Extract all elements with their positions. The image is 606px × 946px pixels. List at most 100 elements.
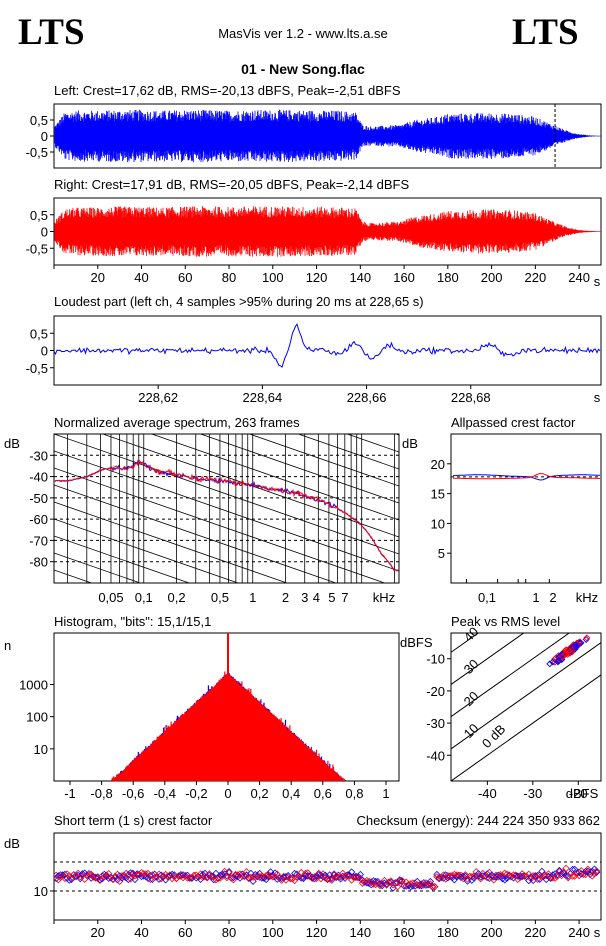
short-crest-point-l-114 <box>299 874 308 883</box>
spectrum-diag-7 <box>199 434 399 504</box>
short-crest-point-r-243 <box>582 870 590 879</box>
spectrum-ytick-0: -30 <box>29 448 48 463</box>
spectrum-diag-8 <box>150 434 399 521</box>
logo-left: LTS <box>18 12 85 53</box>
short-crest-xtick-0: 20 <box>91 925 105 940</box>
short-crest-point-r-212 <box>514 875 522 884</box>
spectrum-title: Normalized average spectrum, 263 frames <box>54 415 300 430</box>
spectrum-xtick-1: 0,1 <box>135 590 153 605</box>
loudest-ytick-0: 0,5 <box>30 326 48 341</box>
short-crest-point-l-222 <box>536 875 544 883</box>
peak-rms-point-24 <box>546 660 554 668</box>
short-crest-point-r-2 <box>54 875 63 884</box>
wave-right-trace <box>54 206 601 257</box>
histogram-xtick-8: 0,6 <box>314 786 332 801</box>
loudest-ytick-2: -0,5 <box>26 361 48 376</box>
short-crest-point-l-136 <box>347 868 356 876</box>
spectrum-frame <box>53 433 400 584</box>
histogram-xtick-6: 0,2 <box>251 786 269 801</box>
wave-right-xunit: s <box>594 274 601 289</box>
allpass-xtick-2: 2 <box>549 590 556 605</box>
short-crest-point-l-131 <box>336 875 345 883</box>
loudest-ytick-1: 0 <box>41 344 48 359</box>
peak-rms-ytick-2: -30 <box>426 716 445 731</box>
spectrum-xtick-3: 0,5 <box>211 590 229 605</box>
short-crest-points <box>54 864 601 892</box>
wave-right-xtick-2: 60 <box>178 270 192 285</box>
wave-right-xtick-9: 200 <box>481 270 503 285</box>
spectrum-diag-16 <box>54 535 191 583</box>
short-crest-xtick-11: 240 <box>568 925 590 940</box>
histogram-xtick-9: 0,8 <box>345 786 363 801</box>
short-crest-point-r-79 <box>223 873 231 882</box>
short-crest-point-r-140 <box>356 874 364 882</box>
wave-right-ytick-2: -0,5 <box>26 241 48 256</box>
short-crest-point-r-195 <box>476 875 485 883</box>
histogram-xtick-3: -0,4 <box>154 786 176 801</box>
logo-right: LTS <box>512 12 579 53</box>
histogram-xtick-5: 0 <box>224 786 231 801</box>
short-crest-point-r-136 <box>347 876 356 884</box>
allpass-xunit: kHz <box>576 590 598 605</box>
spectrum-xtick-2: 0,2 <box>168 590 186 605</box>
short-crest-point-r-121 <box>315 869 323 878</box>
spectrum-xtick-8: 5 <box>328 590 335 605</box>
spectrum-right-trace <box>54 459 399 572</box>
peak-rms-point-75 <box>576 638 584 646</box>
peak-rms-xtick-0: -40 <box>478 786 497 801</box>
short-crest-xtick-1: 40 <box>134 925 148 940</box>
short-crest-xtick-2: 60 <box>178 925 192 940</box>
short-crest-point-l-63 <box>188 874 196 882</box>
peak-rms-ytick-3: -40 <box>426 748 445 763</box>
allpass-frame <box>450 433 602 584</box>
short-crest-point-l-139 <box>354 872 362 881</box>
histogram-ytick-1: 100 <box>26 710 48 725</box>
peak-rms-xunit: dBFS <box>566 786 599 801</box>
allpass-xtick-1: 1 <box>532 590 539 605</box>
wave-right-xtick-11: 240 <box>568 270 590 285</box>
short-crest-title: Short term (1 s) crest factor <box>54 813 213 828</box>
short-crest-point-l-183 <box>450 876 459 884</box>
short-crest-point-r-199 <box>485 868 494 877</box>
wave-right-ytick-1: 0 <box>41 225 48 240</box>
short-crest-point-r-41 <box>140 870 148 878</box>
wave-left-ytick-1: 0 <box>41 129 48 144</box>
dynamic-layer: 0,50-0,50,50-0,520 40 60 80 100 120 140 160 180 2… <box>19 103 602 940</box>
short-crest-point-l-67 <box>196 875 205 884</box>
short-crest-point-l-80 <box>225 868 233 876</box>
wave-right-xtick-4: 100 <box>262 270 284 285</box>
short-crest-point-l-172 <box>426 877 435 886</box>
short-crest-xunit: s <box>594 925 601 940</box>
peak-rms-xtick-2: -20 <box>569 786 588 801</box>
spectrum-diag-17 <box>54 552 142 583</box>
short-crest-point-r-193 <box>472 868 480 876</box>
short-crest-xtick-5: 120 <box>306 925 328 940</box>
allpass-ytick-0: 20 <box>431 457 445 472</box>
short-crest-point-r-248 <box>592 867 601 875</box>
spectrum-ytick-2: -50 <box>29 491 48 506</box>
loudest-xtick-3: 228,68 <box>451 390 491 405</box>
wave-right-xtick-0: 20 <box>91 270 105 285</box>
spectrum-xtick-4: 1 <box>249 590 256 605</box>
spectrum-diag-11 <box>54 450 399 572</box>
wave-right-xtick-7: 160 <box>393 270 415 285</box>
peak-rms-points <box>546 634 591 668</box>
allpass-left-trace <box>452 474 601 481</box>
short-crest-point-r-80 <box>225 869 233 877</box>
short-crest-point-r-28 <box>111 872 119 880</box>
spectrum-xunit: kHz <box>373 590 395 605</box>
spectrum-diag-9 <box>101 434 399 538</box>
short-crest-point-r-208 <box>505 871 513 879</box>
spectrum-ytick-4: -70 <box>29 533 48 548</box>
wave-left-title: Left: Crest=17,62 dB, RMS=-20,13 dBFS, P… <box>54 83 401 98</box>
short-crest-point-r-247 <box>590 870 599 878</box>
wave-right-xtick-3: 80 <box>222 270 236 285</box>
loudest-title: Loudest part (left ch, 4 samples >95% du… <box>54 294 424 309</box>
histogram-right-bars <box>111 671 345 781</box>
wave-left-ytick-2: -0,5 <box>26 145 48 160</box>
short-crest-point-r-237 <box>568 872 577 880</box>
short-crest-point-l-140 <box>356 870 364 879</box>
short-crest-point-l-217 <box>525 876 533 885</box>
short-crest-point-l-233 <box>560 869 568 878</box>
